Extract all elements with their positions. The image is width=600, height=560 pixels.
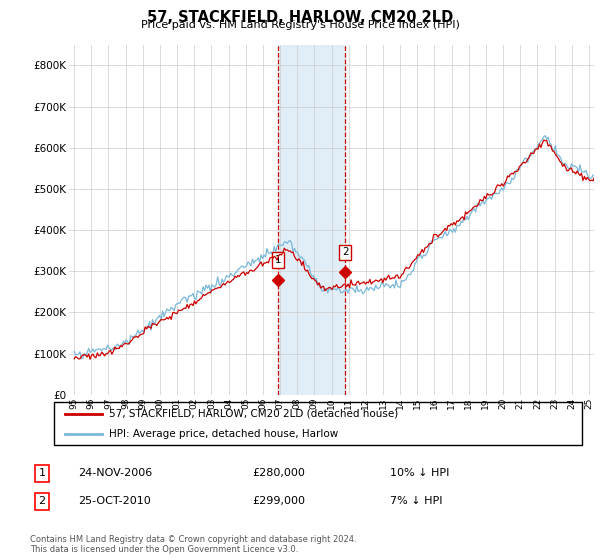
Text: Contains HM Land Registry data © Crown copyright and database right 2024.
This d: Contains HM Land Registry data © Crown c… bbox=[30, 535, 356, 554]
Text: £280,000: £280,000 bbox=[252, 468, 305, 478]
Text: 10% ↓ HPI: 10% ↓ HPI bbox=[390, 468, 449, 478]
Text: 25-OCT-2010: 25-OCT-2010 bbox=[78, 496, 151, 506]
Text: 24-NOV-2006: 24-NOV-2006 bbox=[78, 468, 152, 478]
Text: Price paid vs. HM Land Registry's House Price Index (HPI): Price paid vs. HM Land Registry's House … bbox=[140, 20, 460, 30]
Bar bbox=[278, 45, 345, 395]
Text: £299,000: £299,000 bbox=[252, 496, 305, 506]
Text: 1: 1 bbox=[275, 255, 281, 265]
Text: 57, STACKFIELD, HARLOW, CM20 2LD: 57, STACKFIELD, HARLOW, CM20 2LD bbox=[147, 10, 453, 25]
Text: HPI: Average price, detached house, Harlow: HPI: Average price, detached house, Harl… bbox=[109, 430, 338, 439]
Text: 7% ↓ HPI: 7% ↓ HPI bbox=[390, 496, 443, 506]
Text: 57, STACKFIELD, HARLOW, CM20 2LD (detached house): 57, STACKFIELD, HARLOW, CM20 2LD (detach… bbox=[109, 409, 398, 419]
Text: 2: 2 bbox=[38, 496, 46, 506]
Text: 2: 2 bbox=[342, 248, 349, 257]
Text: 1: 1 bbox=[38, 468, 46, 478]
